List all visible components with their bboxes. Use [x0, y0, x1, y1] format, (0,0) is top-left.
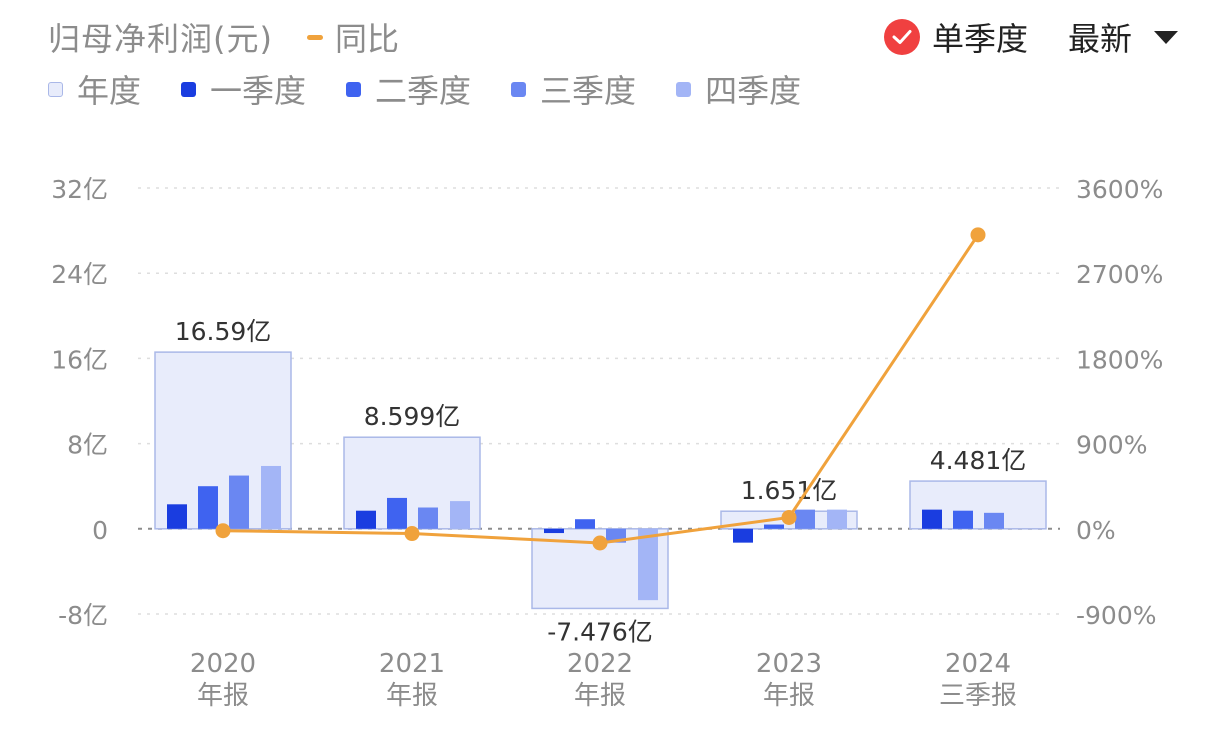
legend-item-annual[interactable]: 年度 [48, 66, 141, 112]
y-left-tick-label: 0 [92, 516, 108, 545]
quarter-bar-q4 [638, 528, 658, 601]
legend-label-q2: 二季度 [375, 72, 472, 110]
category-label-year: 2022 [567, 649, 633, 679]
category-label-period: 年报 [763, 681, 815, 711]
legend-item-q4[interactable]: 四季度 [676, 66, 801, 112]
quarter-bar-q1 [733, 528, 753, 543]
y-right-tick-label: 900% [1076, 431, 1147, 460]
legend-swatch-q4 [676, 81, 692, 97]
caret-down-icon [1154, 30, 1178, 44]
check-circle-icon [883, 19, 920, 55]
period-select-value: 最新 [1067, 20, 1132, 58]
category-label-year: 2021 [379, 649, 445, 679]
y-left-tick-label: -8亿 [58, 601, 108, 630]
quarter-bar-q4 [827, 509, 847, 529]
y-right-tick-label: 1800% [1076, 345, 1163, 374]
y-left-tick-label: 16亿 [51, 345, 108, 374]
legend-item-q3[interactable]: 三季度 [511, 66, 636, 112]
y-right-tick-label: 2700% [1076, 260, 1163, 289]
category-label-year: 2023 [756, 649, 822, 679]
quarter-bar-q1 [544, 528, 564, 534]
legend-series: 年度 一季度 二季度 三季度 四季度 [48, 64, 841, 114]
yoy-point [781, 509, 797, 525]
category-label-period: 年报 [574, 681, 626, 711]
quarter-bar-q3 [418, 507, 438, 529]
quarter-bar-q2 [764, 524, 784, 529]
y-right-tick-label: 0% [1076, 516, 1116, 545]
yoy-point [404, 526, 420, 542]
quarter-bar-q4 [261, 465, 281, 529]
annual-value-label: 4.481亿 [930, 446, 1027, 475]
quarter-bar-q3 [795, 509, 815, 529]
legend-label-q1: 一季度 [210, 72, 307, 110]
y-left-tick-label: 24亿 [51, 260, 108, 289]
y-right-tick-label: 3600% [1076, 175, 1163, 204]
legend-yoy-swatch [306, 34, 323, 40]
legend-swatch-annual [48, 81, 63, 97]
legend-yoy[interactable]: 同比 [306, 14, 399, 60]
yoy-point [215, 523, 231, 539]
quarter-bar-q2 [953, 510, 973, 529]
quarter-bar-q2 [387, 497, 407, 529]
single-quarter-label: 单季度 [931, 20, 1028, 58]
category-label-year: 2020 [190, 649, 256, 679]
legend-label-q4: 四季度 [705, 72, 802, 110]
quarter-bar-q1 [167, 504, 187, 529]
period-select[interactable]: 最新 [1068, 14, 1178, 60]
legend-yoy-label: 同比 [334, 20, 399, 58]
quarter-bar-q4 [450, 501, 470, 529]
quarter-bar-q3 [984, 512, 1004, 529]
legend-swatch-q1 [181, 81, 197, 97]
quarter-bar-q3 [229, 475, 249, 529]
annual-value-label: 8.599亿 [364, 402, 461, 431]
single-quarter-toggle[interactable]: 单季度 [883, 14, 1028, 60]
annual-value-label: -7.476亿 [547, 617, 653, 646]
legend-label-q3: 三季度 [540, 72, 637, 110]
annual-value-label: 1.651亿 [741, 476, 838, 505]
chart-header: 归母净利润(元) 同比 [48, 12, 399, 62]
quarter-bar-q2 [198, 486, 218, 529]
category-label-year: 2024 [945, 649, 1011, 679]
annual-value-label: 16.59亿 [175, 317, 272, 346]
legend-item-q2[interactable]: 二季度 [346, 66, 471, 112]
category-label-period: 三季报 [939, 681, 1017, 711]
legend-swatch-q3 [511, 81, 527, 97]
legend-swatch-q2 [346, 81, 362, 97]
chart-title: 归母净利润(元) [48, 20, 273, 58]
quarter-bar-q1 [922, 509, 942, 529]
category-label-period: 年报 [197, 681, 249, 711]
yoy-point [592, 535, 608, 551]
yoy-point [970, 227, 986, 243]
y-right-tick-label: -900% [1076, 601, 1157, 630]
legend-label-annual: 年度 [77, 72, 142, 110]
y-left-tick-label: 8亿 [67, 431, 108, 460]
y-left-tick-label: 32亿 [51, 175, 108, 204]
chart-controls: 单季度 最新 [883, 12, 1178, 62]
legend-item-q1[interactable]: 一季度 [181, 66, 306, 112]
yoy-line [222, 234, 980, 545]
category-label-period: 年报 [386, 681, 438, 711]
quarter-bar-q1 [356, 510, 376, 529]
quarter-bar-q2 [575, 519, 595, 529]
